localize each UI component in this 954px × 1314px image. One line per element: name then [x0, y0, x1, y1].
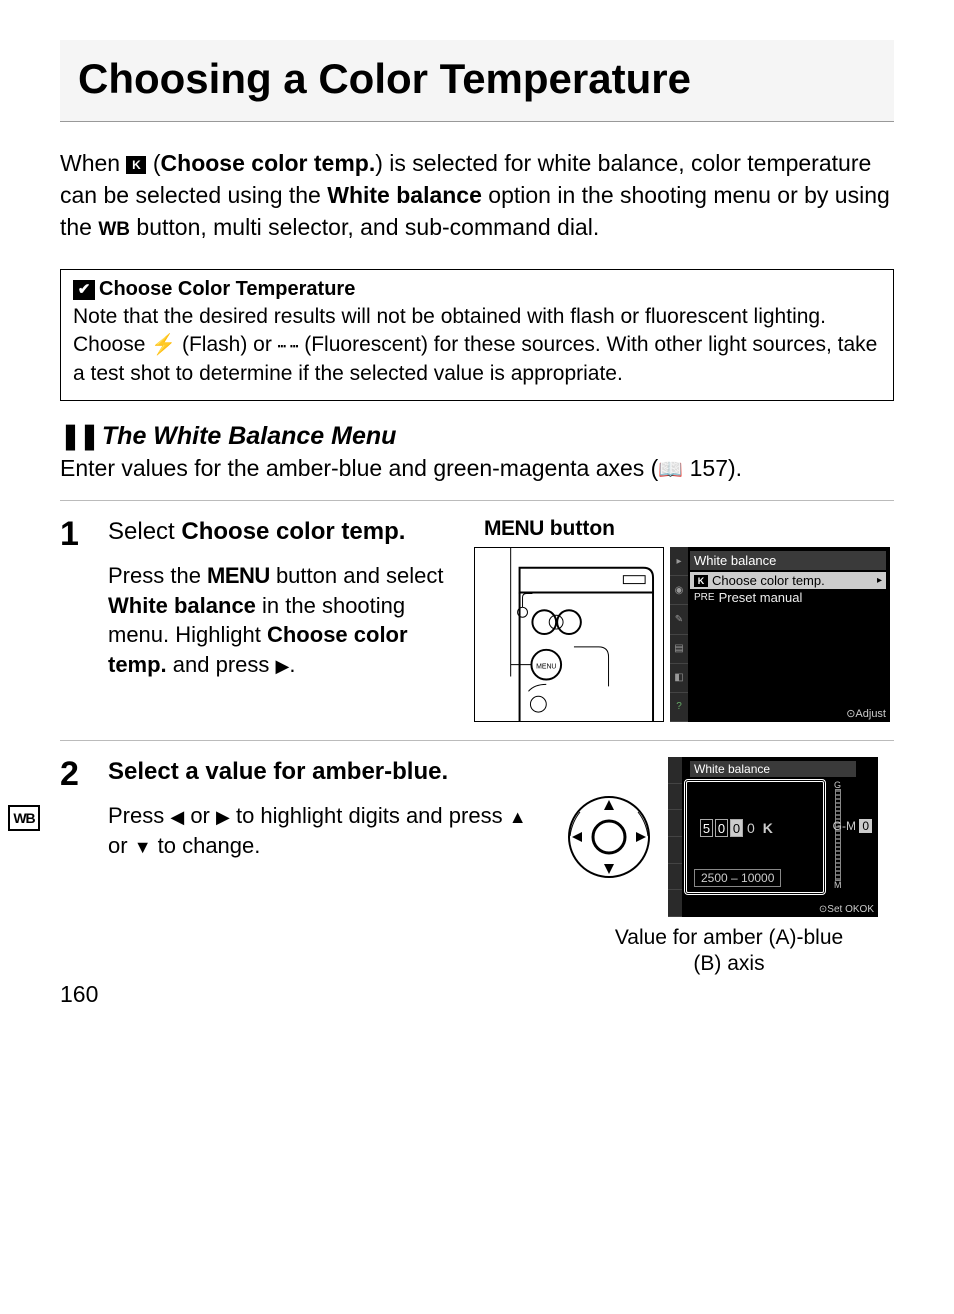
- lcd-kelvin-screenshot: White balance 5 0 0 0 K 2500 – 10000 G M: [668, 757, 878, 917]
- lcd-tab-icon: ▤: [670, 635, 688, 664]
- up-triangle-icon: ▲: [509, 805, 527, 829]
- step-2-desc: Press ◀ or ▶ to highlight digits and pre…: [108, 801, 550, 860]
- figure-label-menu-button: MENU button: [474, 517, 894, 541]
- lcd-title: White balance: [690, 551, 886, 570]
- lcd-tab-icon: ◧: [670, 664, 688, 693]
- book-icon: 📖: [658, 457, 683, 482]
- step-2-title: Select a value for amber-blue.: [108, 757, 550, 787]
- note-box: ✔Choose Color Temperature Note that the …: [60, 269, 894, 401]
- lcd-sidebar: ▸ ◉ ✎ ▤ ◧ ?: [670, 547, 688, 722]
- fluorescent-icon: ┅ ┅: [278, 342, 299, 350]
- note-title: ✔Choose Color Temperature: [73, 278, 881, 301]
- section-intro: Enter values for the amber-blue and gree…: [60, 455, 894, 482]
- figure-2-caption: Value for amber (A)-blue (B) axis: [564, 925, 894, 978]
- step-number: 1: [60, 517, 94, 722]
- step-1-desc: Press the MENU button and select White b…: [108, 561, 460, 680]
- svg-text:MENU: MENU: [536, 664, 556, 671]
- k-icon: K: [694, 575, 708, 587]
- lcd-tab-icon: ?: [670, 693, 688, 722]
- section-squares-icon: ❚❚: [60, 421, 98, 451]
- lcd-menu-screenshot: ▸ ◉ ✎ ▤ ◧ ? White balance K Choose color…: [670, 547, 890, 722]
- lcd-row-choose-color-temp: K Choose color temp. ▸: [690, 572, 886, 589]
- row-arrow-icon: ▸: [877, 575, 882, 586]
- page-title: Choosing a Color Temperature: [60, 40, 894, 122]
- lcd-tab-icon: ✎: [670, 605, 688, 634]
- step-1-title: Select Choose color temp.: [108, 517, 460, 547]
- side-tab-wb: WB: [8, 805, 40, 831]
- lcd-row-preset-manual: PRE Preset manual: [690, 589, 886, 606]
- lcd2-gm-value: G-M 0: [833, 819, 872, 833]
- section-header: ❚❚The White Balance Menu: [60, 421, 894, 451]
- flash-icon: ⚡: [151, 334, 176, 356]
- intro-paragraph: When K (Choose color temp.) is selected …: [60, 147, 894, 244]
- lcd2-footer: ⊙Set OKOK: [819, 904, 874, 915]
- lcd2-kelvin-value: 5 0 0 0 K: [700, 819, 773, 837]
- step-1: 1 Select Choose color temp. Press the ME…: [60, 501, 894, 740]
- down-triangle-icon: ▼: [134, 835, 152, 859]
- lcd-footer: ⊙Adjust: [846, 707, 886, 720]
- k-icon: K: [126, 156, 146, 174]
- right-triangle-icon: ▶: [216, 805, 230, 829]
- dpad-sketch: [564, 792, 654, 882]
- left-triangle-icon: ◀: [170, 805, 184, 829]
- lcd2-gm-scale: G M: [832, 783, 844, 887]
- camera-top-sketch: MENU: [474, 547, 664, 722]
- lcd-tab-icon: ▸: [670, 547, 688, 576]
- step-number: 2: [60, 757, 94, 978]
- wb-button-label: WB: [98, 219, 130, 240]
- lcd2-sidebar: [668, 757, 682, 917]
- lcd2-range: 2500 – 10000: [694, 869, 781, 887]
- lcd2-title: White balance: [690, 761, 856, 777]
- right-triangle-icon: ▶: [276, 654, 290, 678]
- lcd-tab-icon: ◉: [670, 576, 688, 605]
- page-number: 160: [60, 981, 98, 1008]
- step-2: 2 Select a value for amber-blue. Press ◀…: [60, 741, 894, 996]
- note-body: Note that the desired results will not b…: [73, 303, 881, 388]
- check-icon: ✔: [73, 280, 95, 300]
